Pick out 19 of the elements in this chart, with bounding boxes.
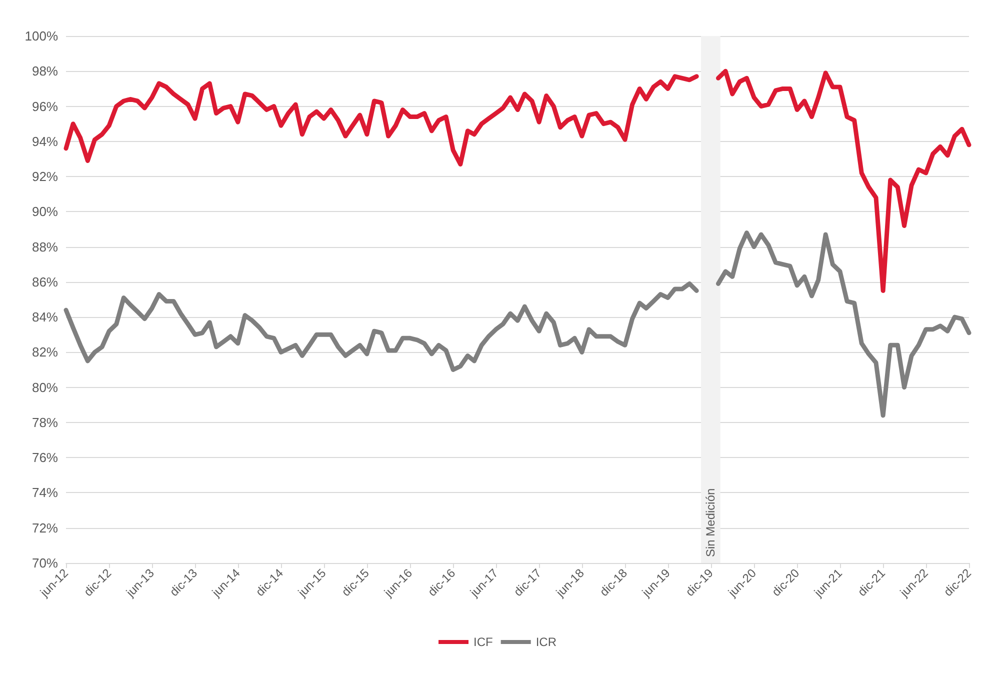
y-tick-label: 74% [32,485,58,500]
legend-label: ICF [474,635,493,649]
y-tick-label: 98% [32,64,58,79]
y-tick-label: 82% [32,344,58,360]
y-tick-label: 86% [32,274,58,290]
legend-label: ICR [536,635,557,649]
band-label: Sin Medición [704,488,718,557]
y-tick-label: 92% [32,169,58,184]
y-tick-label: 80% [32,380,58,395]
y-tick-label: 78% [32,414,58,430]
y-tick-label: 88% [32,239,58,254]
y-tick-label: 76% [32,450,58,466]
y-tick-label: 94% [32,134,58,149]
y-tick-label: 96% [32,98,58,114]
y-tick-label: 100% [24,28,58,44]
y-tick-label: 70% [32,556,58,570]
y-tick-label: 90% [32,204,58,220]
y-tick-label: 72% [32,520,58,536]
y-tick-label: 84% [32,310,58,325]
